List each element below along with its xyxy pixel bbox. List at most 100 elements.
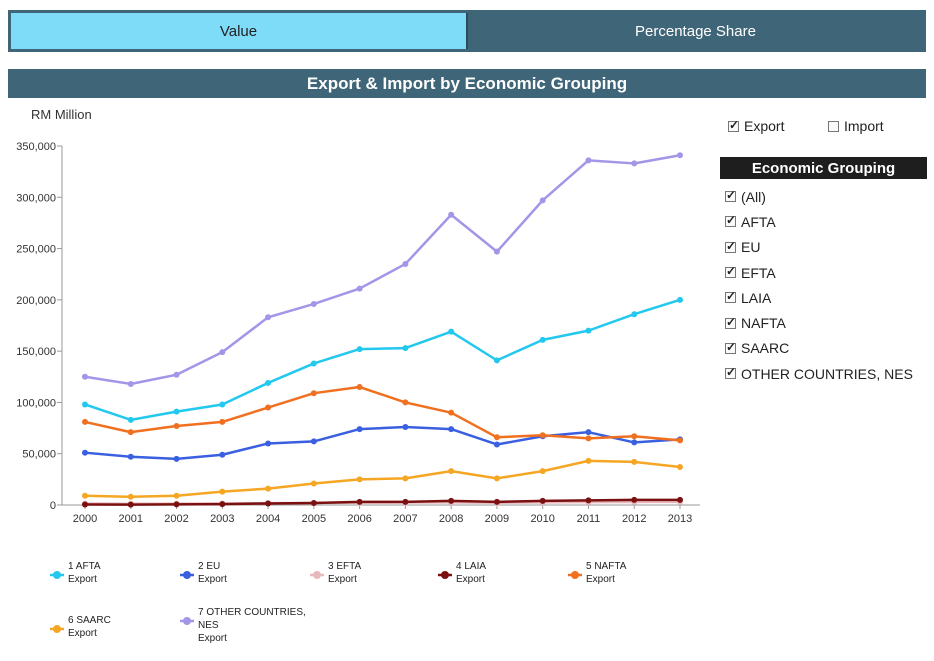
legend-item[interactable]: 7 OTHER COUNTRIES, NES Export — [180, 606, 318, 645]
legend-item[interactable]: 1 AFTA Export — [50, 560, 101, 586]
legend-item[interactable]: 2 EU Export — [180, 560, 227, 586]
data-point[interactable] — [265, 314, 272, 321]
data-point[interactable] — [82, 501, 88, 508]
data-point[interactable] — [173, 501, 180, 508]
data-point[interactable] — [219, 488, 226, 495]
data-point[interactable] — [677, 437, 683, 444]
import-checkbox[interactable] — [828, 120, 839, 132]
data-point[interactable] — [82, 418, 88, 425]
data-point[interactable] — [219, 451, 226, 458]
data-point[interactable] — [173, 371, 180, 378]
data-point[interactable] — [585, 327, 592, 334]
legend-item[interactable]: 5 NAFTA Export — [568, 560, 626, 586]
data-point[interactable] — [82, 373, 88, 380]
filter-checkbox[interactable] — [725, 188, 736, 203]
data-point[interactable] — [631, 439, 638, 446]
data-point[interactable] — [631, 433, 638, 440]
data-point[interactable] — [402, 345, 409, 352]
data-point[interactable] — [402, 399, 409, 406]
tab-percentage-share[interactable]: Percentage Share — [468, 13, 923, 49]
filter-item-all[interactable]: (All) — [725, 184, 913, 209]
filter-checkbox[interactable] — [725, 365, 736, 380]
data-point[interactable] — [310, 390, 317, 397]
data-point[interactable] — [493, 434, 500, 441]
data-point[interactable] — [493, 498, 500, 505]
data-point[interactable] — [448, 409, 455, 416]
data-point[interactable] — [493, 475, 500, 482]
data-point[interactable] — [585, 429, 592, 436]
data-point[interactable] — [677, 296, 683, 303]
data-point[interactable] — [356, 346, 363, 353]
data-point[interactable] — [127, 416, 134, 423]
legend-item[interactable]: 4 LAIA Export — [438, 560, 486, 586]
data-point[interactable] — [310, 480, 317, 487]
data-point[interactable] — [82, 401, 88, 408]
data-point[interactable] — [402, 498, 409, 505]
filter-checkbox[interactable] — [725, 340, 736, 354]
filter-item-efta[interactable]: EFTA — [725, 260, 913, 285]
data-point[interactable] — [631, 496, 638, 503]
data-point[interactable] — [585, 435, 592, 442]
filter-item-other-countries[interactable]: OTHER COUNTRIES, NES — [725, 361, 913, 386]
filter-checkbox[interactable] — [725, 213, 736, 228]
data-point[interactable] — [219, 401, 226, 408]
data-point[interactable] — [585, 157, 592, 164]
data-point[interactable] — [402, 475, 409, 482]
data-point[interactable] — [402, 424, 409, 431]
filter-item-eu[interactable]: EU — [725, 235, 913, 260]
data-point[interactable] — [677, 464, 683, 471]
data-point[interactable] — [631, 458, 638, 465]
data-point[interactable] — [82, 449, 88, 456]
data-point[interactable] — [356, 384, 363, 391]
data-point[interactable] — [265, 485, 272, 492]
tab-value[interactable]: Value — [11, 13, 468, 49]
filter-checkbox[interactable] — [725, 289, 736, 304]
data-point[interactable] — [677, 152, 683, 159]
data-point[interactable] — [173, 408, 180, 415]
data-point[interactable] — [127, 453, 134, 460]
data-point[interactable] — [631, 311, 638, 318]
data-point[interactable] — [448, 426, 455, 433]
data-point[interactable] — [677, 496, 683, 503]
data-point[interactable] — [539, 336, 546, 343]
data-point[interactable] — [356, 498, 363, 505]
data-point[interactable] — [356, 426, 363, 433]
legend-item[interactable]: 6 SAARC Export — [50, 614, 111, 640]
data-point[interactable] — [539, 468, 546, 475]
data-point[interactable] — [265, 379, 272, 386]
data-point[interactable] — [448, 328, 455, 335]
data-point[interactable] — [539, 497, 546, 504]
data-point[interactable] — [356, 285, 363, 292]
export-checkbox[interactable] — [728, 118, 739, 132]
data-point[interactable] — [356, 476, 363, 483]
data-point[interactable] — [173, 492, 180, 499]
filter-item-afta[interactable]: AFTA — [725, 209, 913, 234]
data-point[interactable] — [402, 260, 409, 267]
data-point[interactable] — [448, 211, 455, 218]
data-point[interactable] — [127, 429, 134, 436]
filter-item-laia[interactable]: LAIA — [725, 285, 913, 310]
data-point[interactable] — [539, 432, 546, 439]
data-point[interactable] — [539, 197, 546, 204]
filter-item-saarc[interactable]: SAARC — [725, 336, 913, 361]
data-point[interactable] — [310, 499, 317, 506]
data-point[interactable] — [585, 497, 592, 504]
filter-checkbox[interactable] — [725, 315, 736, 329]
data-point[interactable] — [219, 418, 226, 425]
data-point[interactable] — [173, 423, 180, 430]
legend-item[interactable]: 3 EFTA Export — [310, 560, 361, 586]
data-point[interactable] — [127, 380, 134, 387]
data-point[interactable] — [310, 360, 317, 367]
data-point[interactable] — [631, 160, 638, 167]
data-point[interactable] — [493, 441, 500, 448]
data-point[interactable] — [493, 357, 500, 364]
data-point[interactable] — [310, 438, 317, 445]
data-point[interactable] — [173, 455, 180, 462]
data-point[interactable] — [219, 501, 226, 508]
data-point[interactable] — [127, 501, 134, 508]
data-point[interactable] — [448, 497, 455, 504]
filter-checkbox[interactable] — [725, 239, 736, 253]
data-point[interactable] — [448, 468, 455, 475]
filter-item-nafta[interactable]: NAFTA — [725, 310, 913, 335]
data-point[interactable] — [265, 404, 272, 411]
